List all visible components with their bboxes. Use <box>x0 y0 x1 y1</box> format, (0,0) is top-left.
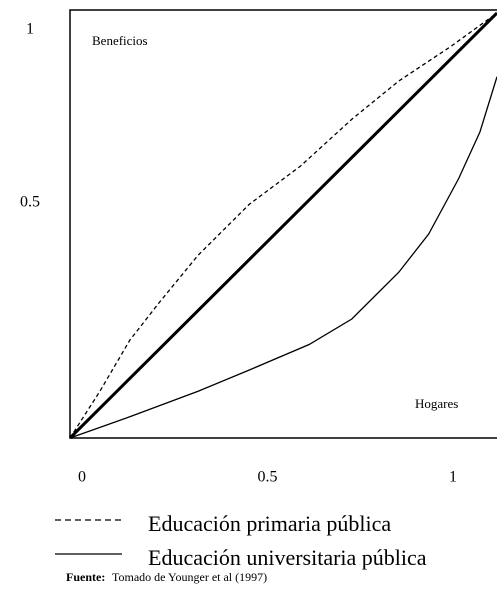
x-tick-label: 1 <box>449 469 457 486</box>
x-tick-label: 0.5 <box>258 469 278 486</box>
annotation: Hogares <box>415 396 458 411</box>
annotation: Beneficios <box>92 33 148 48</box>
x-tick-label: 0 <box>78 469 86 486</box>
plot-frame <box>69 9 497 439</box>
legend-label: Educación universitaria pública <box>148 545 427 570</box>
series-line <box>69 76 497 439</box>
series-line <box>69 12 497 439</box>
source: Tomado de Younger et al (1997) <box>112 570 267 584</box>
legend-label: Educación primaria pública <box>148 511 391 536</box>
y-tick-label: 0.5 <box>20 194 40 211</box>
source-label: Fuente: <box>66 570 105 584</box>
series-line <box>68 11 497 440</box>
y-tick-label: 1 <box>26 21 34 38</box>
